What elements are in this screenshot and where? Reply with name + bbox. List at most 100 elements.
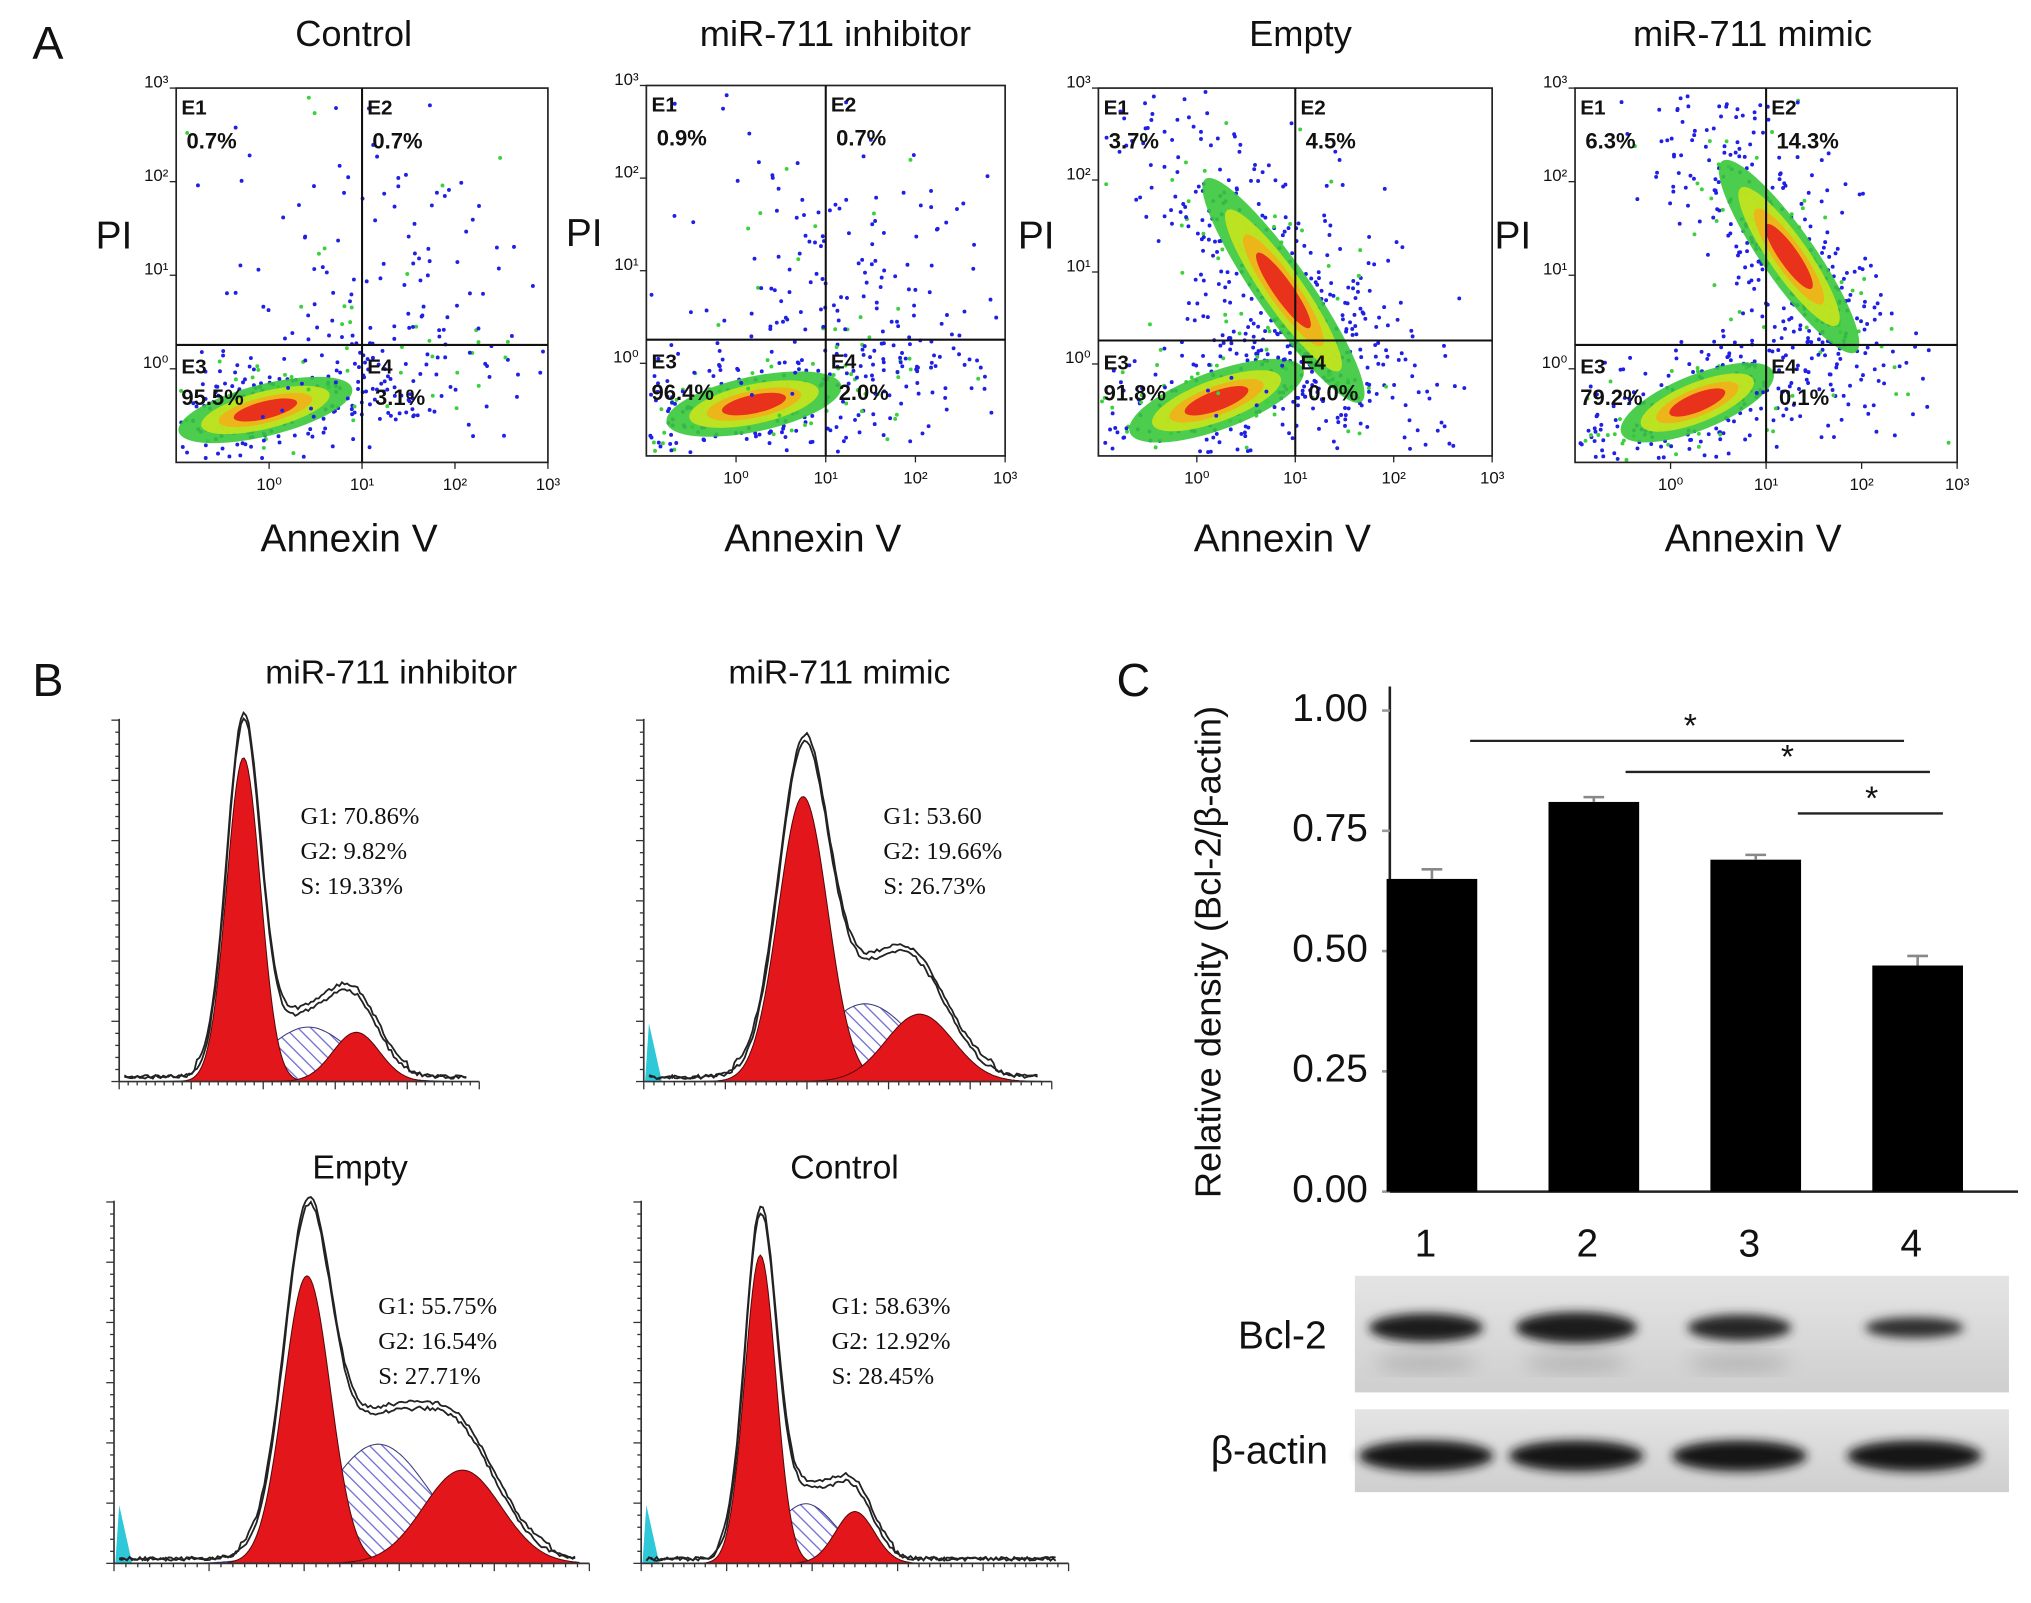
quadrant-name: E4 — [367, 356, 393, 379]
event-dot — [1787, 317, 1792, 322]
event-dot — [371, 142, 376, 147]
event-dot — [261, 445, 266, 450]
event-dot — [1132, 359, 1137, 364]
event-dot — [1705, 252, 1710, 257]
event-dot — [1113, 426, 1118, 430]
event-dot — [1358, 306, 1363, 311]
event-dot — [378, 276, 383, 281]
event-dot — [1859, 291, 1864, 296]
event-dot — [1596, 433, 1601, 437]
event-dot — [874, 300, 879, 305]
event-dot — [1796, 363, 1800, 368]
event-dot — [280, 408, 285, 413]
phase-percentage: G1: 53.60 — [883, 803, 981, 830]
event-dot — [907, 342, 912, 347]
event-dot — [1859, 319, 1863, 324]
event-dot — [676, 351, 681, 356]
event-dot — [1850, 288, 1855, 293]
event-dot — [834, 345, 839, 350]
event-dot — [670, 395, 675, 400]
y-tick-label: 0.00 — [1292, 1168, 1368, 1211]
event-dot — [248, 356, 253, 360]
event-dot — [487, 374, 492, 379]
event-dot — [1264, 389, 1269, 394]
event-dot — [1178, 210, 1183, 214]
event-dot — [1443, 353, 1448, 358]
event-dot — [233, 125, 238, 130]
event-dot — [1110, 405, 1115, 410]
phase-percentage: G2: 9.82% — [301, 838, 408, 865]
event-dot — [429, 203, 434, 208]
x-tick-label: 10⁰ — [1184, 469, 1210, 488]
event-dot — [1407, 418, 1412, 423]
event-dot — [746, 386, 751, 391]
event-dot — [1256, 202, 1261, 206]
event-dot — [839, 295, 843, 300]
event-dot — [367, 445, 372, 450]
event-dot — [1272, 412, 1277, 417]
event-dot — [920, 431, 925, 436]
event-dot — [1724, 104, 1729, 109]
bar — [1710, 859, 1802, 1192]
event-dot — [392, 336, 397, 341]
event-dot — [721, 106, 725, 111]
event-dot — [885, 437, 890, 442]
event-dot — [1826, 423, 1831, 428]
event-dot — [1403, 403, 1408, 408]
event-dot — [1227, 280, 1232, 284]
event-dot — [412, 221, 417, 226]
event-dot — [785, 317, 790, 322]
event-dot — [345, 368, 350, 373]
event-density — [1184, 385, 1249, 416]
event-dot — [1108, 427, 1112, 432]
phase-percentage: G1: 70.86% — [301, 803, 420, 830]
event-dot — [1176, 155, 1181, 160]
event-dot — [982, 386, 987, 391]
event-dot — [1254, 413, 1259, 418]
y-axis-label: Relative density (Bcl-2/β-actin) — [1188, 706, 1229, 1198]
event-dot — [335, 360, 340, 365]
event-dot — [1906, 392, 1910, 397]
event-dot — [256, 267, 261, 272]
quadrant-name: E1 — [181, 96, 206, 119]
event-dot — [1844, 270, 1849, 275]
event-dot — [863, 270, 867, 275]
event-dot — [1408, 446, 1412, 451]
event-dot — [881, 357, 886, 361]
event-dot — [1218, 354, 1223, 359]
event-dot — [899, 401, 904, 406]
event-dot — [1583, 438, 1588, 443]
event-dot — [281, 215, 286, 220]
event-dot — [656, 440, 661, 445]
event-dot — [392, 204, 397, 209]
event-dot — [1595, 412, 1600, 417]
event-dot — [1281, 406, 1286, 411]
event-dot — [1628, 355, 1633, 360]
event-dot — [1696, 444, 1701, 449]
event-dot — [779, 299, 784, 304]
event-dot — [843, 327, 848, 332]
event-dot — [782, 360, 787, 365]
event-dot — [868, 137, 873, 142]
event-dot — [1874, 429, 1879, 434]
event-dot — [392, 393, 397, 398]
event-dot — [768, 327, 773, 331]
y-tick-label: 10² — [1066, 164, 1091, 183]
event-dot — [1382, 186, 1387, 191]
event-dot — [1300, 228, 1304, 233]
event-dot — [185, 450, 190, 455]
event-dot — [1729, 317, 1733, 322]
event-dot — [1859, 377, 1864, 382]
event-dot — [1834, 365, 1839, 370]
event-dot — [1121, 388, 1126, 393]
event-dot — [1244, 445, 1249, 450]
event-dot — [1175, 117, 1180, 122]
event-dot — [247, 364, 252, 369]
event-dot — [1861, 191, 1865, 196]
event-dot — [1310, 395, 1315, 400]
event-dot — [1821, 245, 1826, 250]
event-dot — [1223, 312, 1228, 317]
event-dot — [1148, 322, 1152, 327]
event-dot — [1162, 129, 1167, 134]
event-dot — [381, 389, 386, 394]
